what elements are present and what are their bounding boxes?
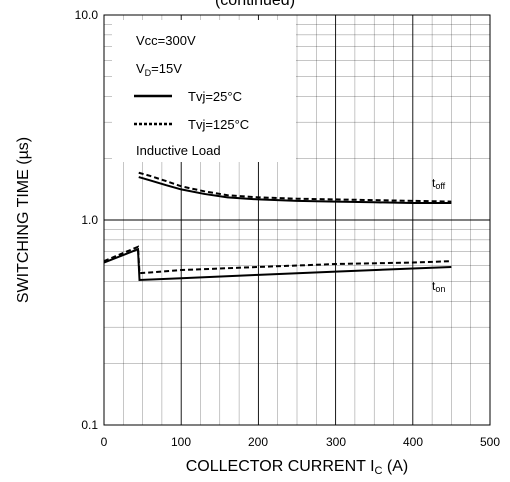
series-label-ton: ton <box>432 279 445 294</box>
y-tick-label: 10.0 <box>75 8 99 22</box>
y-tick-label: 0.1 <box>81 418 98 432</box>
legend-condition-vd: VD=15V <box>136 61 182 78</box>
y-axis-title: SWITCHING TIME (µs) <box>15 137 32 303</box>
x-tick-label: 100 <box>171 435 191 449</box>
x-tick-label: 200 <box>248 435 268 449</box>
x-tick-label: 500 <box>480 435 500 449</box>
legend-label-125c: Tvj=125°C <box>188 117 249 132</box>
legend-note: Inductive Load <box>136 143 221 158</box>
series-label-toff: toff <box>432 176 446 191</box>
x-tick-label: 300 <box>326 435 346 449</box>
x-tick-label: 0 <box>101 435 108 449</box>
legend-background <box>112 20 296 162</box>
legend: Vcc=300V VD=15V Tvj=25°C Tvj=125°C Induc… <box>112 20 296 162</box>
x-tick-label: 400 <box>403 435 423 449</box>
series-layer <box>103 171 452 281</box>
legend-condition-vcc: Vcc=300V <box>136 33 196 48</box>
series-line-0 <box>138 176 452 205</box>
plot-frame <box>103 14 491 426</box>
x-axis-title: COLLECTOR CURRENT IC (A) <box>186 458 409 477</box>
legend-label-25c: Tvj=25°C <box>188 89 242 104</box>
y-tick-label: 1.0 <box>81 213 98 227</box>
series-line-1 <box>138 171 452 203</box>
series-line-3 <box>103 245 452 275</box>
chart-title: (continued) <box>215 0 295 9</box>
